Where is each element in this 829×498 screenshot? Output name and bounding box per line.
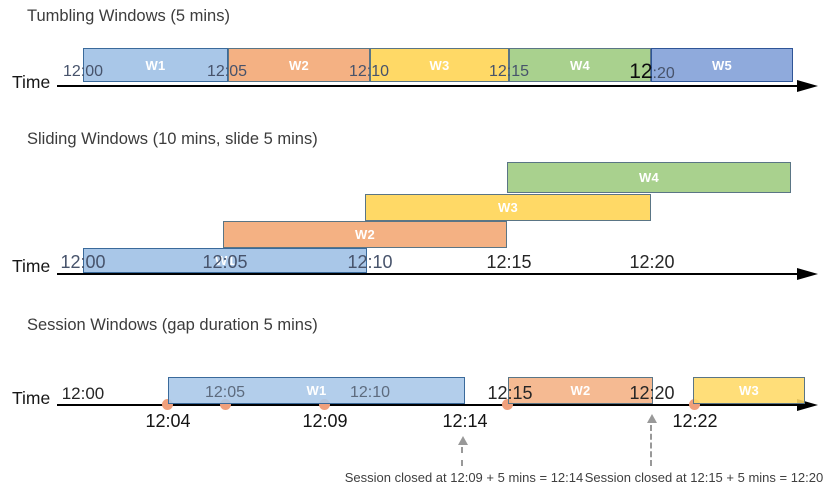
time-tick: 12:00 xyxy=(33,62,133,81)
up-arrow-icon xyxy=(458,436,468,445)
tick-min: :15 xyxy=(506,63,530,80)
tick-hour: 12 xyxy=(488,63,507,80)
time-tick: 12:10 xyxy=(319,62,419,81)
tumbling-window-w2: W2 xyxy=(228,48,370,82)
session-title: Session Windows (gap duration 5 mins) xyxy=(27,316,318,334)
event-dot xyxy=(162,399,173,410)
tumbling-window-w5: W5 xyxy=(651,48,793,82)
tick-min: :10 xyxy=(366,63,390,80)
session-close-annotation: Session closed at 12:09 + 5 mins = 12:14 xyxy=(344,470,584,485)
time-tick: 12:20 xyxy=(602,60,702,83)
tumbling-window-w1: W1 xyxy=(83,48,228,82)
time-tick: 12:15 xyxy=(486,252,532,272)
sliding-window-w1: W1 xyxy=(83,248,367,273)
event-dot xyxy=(689,399,700,410)
time-tick: 12:10 xyxy=(349,384,391,401)
timeline xyxy=(57,404,798,407)
tick-min: :05 xyxy=(224,63,248,80)
time-tick: 12:15 xyxy=(487,383,533,403)
time-tick: 12:00 xyxy=(60,252,106,272)
event-time-label: 12:09 xyxy=(302,411,348,431)
event-time-label: 12:04 xyxy=(145,411,191,431)
arrowhead-icon xyxy=(797,268,818,280)
tick-hour: 12 xyxy=(348,63,367,80)
event-time-label: 12:22 xyxy=(672,411,718,431)
time-axis-label: Time xyxy=(12,72,51,92)
time-tick: 12:05 xyxy=(177,62,277,81)
tick-hour: 12 xyxy=(62,63,81,80)
time-axis-label: Time xyxy=(12,388,51,408)
timeline xyxy=(57,273,798,276)
event-dot xyxy=(502,399,513,410)
tumbling-window-w4: W4 xyxy=(509,48,651,82)
window-label: W2 xyxy=(288,57,310,73)
time-tick: 12:05 xyxy=(202,252,248,272)
window-label: W4 xyxy=(569,57,591,73)
sliding-window-w3: W3 xyxy=(365,194,651,221)
time-tick: 12:05 xyxy=(204,384,246,401)
sliding-window-w4: W4 xyxy=(507,162,791,193)
window-label: W5 xyxy=(711,57,733,73)
sliding-title: Sliding Windows (10 mins, slide 5 mins) xyxy=(27,130,318,148)
time-tick: 12:00 xyxy=(61,384,105,403)
time-tick: 12:20 xyxy=(629,252,675,272)
window-label: W4 xyxy=(638,170,660,185)
tick-hour: 12 xyxy=(629,60,653,83)
window-label: W2 xyxy=(354,227,376,242)
up-arrow-stem xyxy=(650,425,652,466)
event-dot xyxy=(319,399,330,410)
timeline xyxy=(57,85,798,88)
time-tick: 12:20 xyxy=(629,383,675,403)
session-window-w3: W3 xyxy=(693,377,805,404)
time-axis-label: Time xyxy=(12,256,51,276)
arrowhead-icon xyxy=(797,80,818,92)
tumbling-window-w3: W3 xyxy=(370,48,509,82)
up-arrow-stem xyxy=(461,447,463,466)
tick-min: :20 xyxy=(652,65,675,82)
session-window-w1: W1 xyxy=(168,377,465,404)
session-window-w2: W2 xyxy=(508,377,653,404)
session-close-annotation: Session closed at 12:15 + 5 mins = 12:20 xyxy=(584,470,824,485)
tumbling-title: Tumbling Windows (5 mins) xyxy=(27,7,230,25)
tick-min: :00 xyxy=(80,63,104,80)
window-label: W1 xyxy=(145,57,166,73)
window-label: W1 xyxy=(306,383,327,398)
tick-hour: 12 xyxy=(206,63,225,80)
window-label: W3 xyxy=(429,57,450,73)
event-dot xyxy=(220,399,231,410)
window-label: W1 xyxy=(214,253,236,268)
window-label: W2 xyxy=(570,383,591,398)
window-label: W3 xyxy=(497,200,519,215)
time-tick: 12:15 xyxy=(459,62,559,81)
event-time-label: 12:14 xyxy=(442,411,488,431)
time-tick: 12:10 xyxy=(347,252,393,272)
window-label: W3 xyxy=(738,383,760,398)
up-arrow-icon xyxy=(647,414,657,423)
sliding-window-w2: W2 xyxy=(223,221,507,248)
